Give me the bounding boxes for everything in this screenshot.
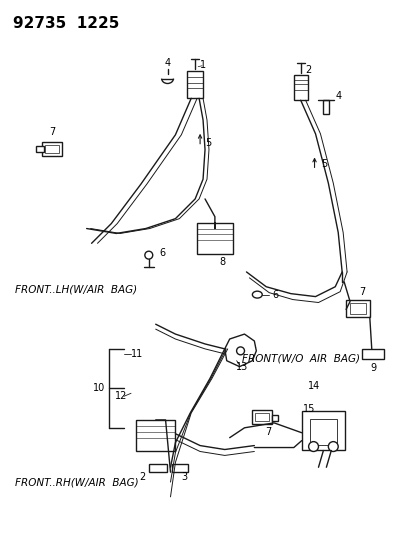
Text: 7: 7 bbox=[264, 427, 271, 437]
Bar bbox=[301, 411, 344, 450]
Text: 11: 11 bbox=[131, 349, 143, 359]
Text: 7: 7 bbox=[358, 287, 364, 297]
Text: 1: 1 bbox=[199, 60, 206, 70]
Bar bbox=[197, 223, 232, 254]
Text: 8: 8 bbox=[219, 257, 225, 267]
Bar bbox=[345, 300, 369, 317]
Text: FRONT..RH(W/AIR  BAG): FRONT..RH(W/AIR BAG) bbox=[14, 477, 138, 487]
Text: 2: 2 bbox=[305, 64, 311, 75]
Circle shape bbox=[236, 347, 244, 355]
Text: 14: 14 bbox=[308, 382, 320, 391]
Bar bbox=[172, 464, 188, 472]
Circle shape bbox=[145, 251, 152, 259]
Bar bbox=[135, 420, 175, 451]
Bar bbox=[187, 71, 202, 98]
Text: 7: 7 bbox=[49, 127, 55, 137]
Bar bbox=[323, 100, 328, 114]
Bar bbox=[349, 303, 365, 314]
Text: 6: 6 bbox=[159, 248, 165, 258]
Text: 92735  1225: 92735 1225 bbox=[13, 17, 119, 31]
Text: 3: 3 bbox=[181, 472, 187, 482]
Text: 4: 4 bbox=[335, 91, 340, 101]
Bar bbox=[361, 349, 383, 359]
Circle shape bbox=[328, 442, 337, 451]
Bar bbox=[309, 419, 337, 445]
Text: 4: 4 bbox=[164, 58, 170, 68]
Text: 9: 9 bbox=[370, 362, 376, 373]
Text: 6: 6 bbox=[271, 289, 278, 300]
Ellipse shape bbox=[252, 291, 261, 298]
Bar bbox=[255, 413, 268, 421]
Text: 10: 10 bbox=[93, 383, 105, 393]
Bar bbox=[36, 146, 44, 151]
Bar bbox=[45, 144, 59, 152]
Bar bbox=[252, 410, 271, 424]
Text: 2: 2 bbox=[140, 472, 146, 482]
Text: 5: 5 bbox=[204, 138, 211, 148]
Text: 15: 15 bbox=[303, 404, 315, 414]
Bar bbox=[148, 464, 166, 472]
Circle shape bbox=[308, 442, 318, 451]
Bar bbox=[42, 142, 62, 156]
Text: FRONT..LH(W/AIR  BAG): FRONT..LH(W/AIR BAG) bbox=[14, 285, 136, 295]
Bar bbox=[293, 75, 307, 100]
Text: 13: 13 bbox=[236, 361, 248, 372]
Text: 12: 12 bbox=[115, 391, 127, 401]
Text: FRONT(W/O  AIR  BAG): FRONT(W/O AIR BAG) bbox=[241, 354, 358, 364]
Text: 5: 5 bbox=[320, 159, 327, 169]
Bar bbox=[271, 415, 278, 421]
